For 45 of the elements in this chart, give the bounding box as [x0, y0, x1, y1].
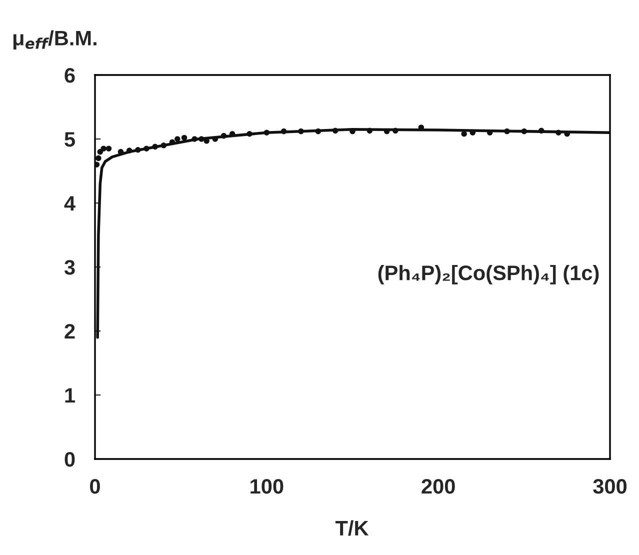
x-tick-label: 300	[593, 478, 627, 494]
point	[298, 128, 304, 134]
y-tick-label: 6	[64, 68, 75, 83]
point	[504, 128, 510, 134]
point	[160, 142, 167, 148]
point	[97, 148, 104, 155]
point	[521, 128, 528, 134]
point	[198, 136, 204, 142]
point	[384, 128, 390, 134]
x-tick-label: 100	[250, 478, 284, 494]
y-axis-title: μ$_{eff}$/B.M.	[13, 30, 96, 50]
point	[181, 134, 188, 141]
point	[135, 146, 141, 153]
y-tick-label: 4	[64, 196, 76, 211]
y-tick-label: 0	[64, 452, 75, 467]
x-tick-label: 0	[90, 478, 100, 494]
point	[212, 136, 218, 142]
point	[192, 136, 198, 142]
annotation: (Ph₄P)₂[Co(SPh)₄] (1c)	[378, 264, 599, 284]
point	[246, 130, 252, 137]
point	[152, 144, 158, 150]
y-tick-label: 2	[64, 324, 75, 339]
point	[126, 148, 132, 154]
point	[366, 128, 373, 134]
point	[95, 162, 100, 168]
y-tick-label: 1	[65, 388, 75, 403]
point	[264, 130, 270, 136]
y-tick-label: 3	[64, 260, 75, 275]
line-series	[96, 128, 610, 339]
point	[332, 128, 338, 134]
x-axis-title: T/K	[335, 520, 369, 536]
point	[174, 136, 180, 142]
point	[556, 130, 562, 136]
x-tick-label: 200	[422, 478, 455, 494]
point	[100, 146, 106, 152]
point	[144, 146, 150, 152]
point	[538, 128, 544, 134]
point	[96, 155, 102, 162]
y-tick-label: 5	[64, 132, 75, 147]
point	[106, 146, 112, 152]
point	[315, 128, 322, 134]
point	[169, 139, 176, 146]
point	[280, 128, 287, 134]
point	[392, 128, 398, 134]
point	[220, 132, 227, 139]
